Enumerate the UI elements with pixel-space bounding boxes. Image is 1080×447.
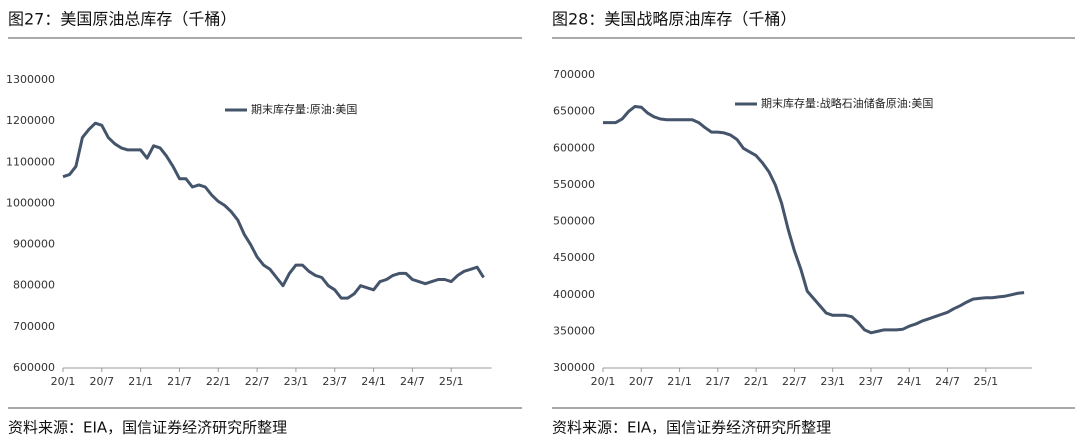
chart-title: 图27：美国原油总库存（千桶） <box>8 10 236 29</box>
source-note: 资料来源：EIA，国信证券经济研究所整理 <box>8 419 287 437</box>
x-tick-label: 22/1 <box>744 375 769 388</box>
x-tick-label: 25/1 <box>973 375 998 388</box>
y-tick-label: 450000 <box>553 251 595 264</box>
y-tick-label: 1300000 <box>6 73 55 86</box>
x-tick-label: 24/7 <box>400 375 425 388</box>
y-tick-label: 350000 <box>553 324 595 337</box>
y-tick-label: 700000 <box>553 68 595 81</box>
x-tick-label: 21/7 <box>705 375 730 388</box>
x-tick-label: 24/7 <box>935 375 960 388</box>
y-tick-label: 300000 <box>553 361 595 374</box>
y-tick-label: 550000 <box>553 178 595 191</box>
series-line <box>62 121 485 300</box>
x-tick-label: 22/7 <box>782 375 807 388</box>
y-tick-label: 1200000 <box>6 114 55 127</box>
series-line <box>603 105 1025 335</box>
x-tick-label: 20/7 <box>629 375 654 388</box>
x-tick-label: 23/7 <box>859 375 884 388</box>
y-tick-label: 650000 <box>553 105 595 118</box>
x-tick-label: 23/1 <box>820 375 845 388</box>
chart-title: 图28：美国战略原油库存（千桶） <box>552 10 796 29</box>
y-tick-label: 500000 <box>553 215 595 228</box>
x-tick-label: 22/1 <box>206 375 231 388</box>
x-tick-label: 20/1 <box>51 375 76 388</box>
y-tick-label: 400000 <box>553 288 595 301</box>
x-tick-label: 21/1 <box>128 375 153 388</box>
y-tick-label: 1100000 <box>6 155 55 168</box>
legend-label: 期末库存量:原油:美国 <box>251 102 357 116</box>
x-tick-label: 23/1 <box>284 375 309 388</box>
x-tick-label: 24/1 <box>897 375 922 388</box>
source-note: 资料来源：EIA，国信证券经济研究所整理 <box>552 419 831 437</box>
y-tick-label: 1000000 <box>6 196 55 209</box>
y-tick-label: 600000 <box>13 361 55 374</box>
y-tick-label: 900000 <box>13 238 55 251</box>
x-tick-label: 22/7 <box>245 375 270 388</box>
x-tick-label: 24/1 <box>361 375 386 388</box>
y-tick-label: 700000 <box>13 320 55 333</box>
x-tick-label: 21/1 <box>667 375 692 388</box>
x-tick-label: 21/7 <box>167 375 192 388</box>
x-tick-label: 25/1 <box>439 375 464 388</box>
x-tick-label: 20/1 <box>591 375 616 388</box>
legend-label: 期末库存量:战略石油储备原油:美国 <box>761 96 933 110</box>
y-tick-label: 800000 <box>13 279 55 292</box>
x-tick-label: 20/7 <box>89 375 114 388</box>
x-tick-label: 23/7 <box>322 375 347 388</box>
y-tick-label: 600000 <box>553 141 595 154</box>
